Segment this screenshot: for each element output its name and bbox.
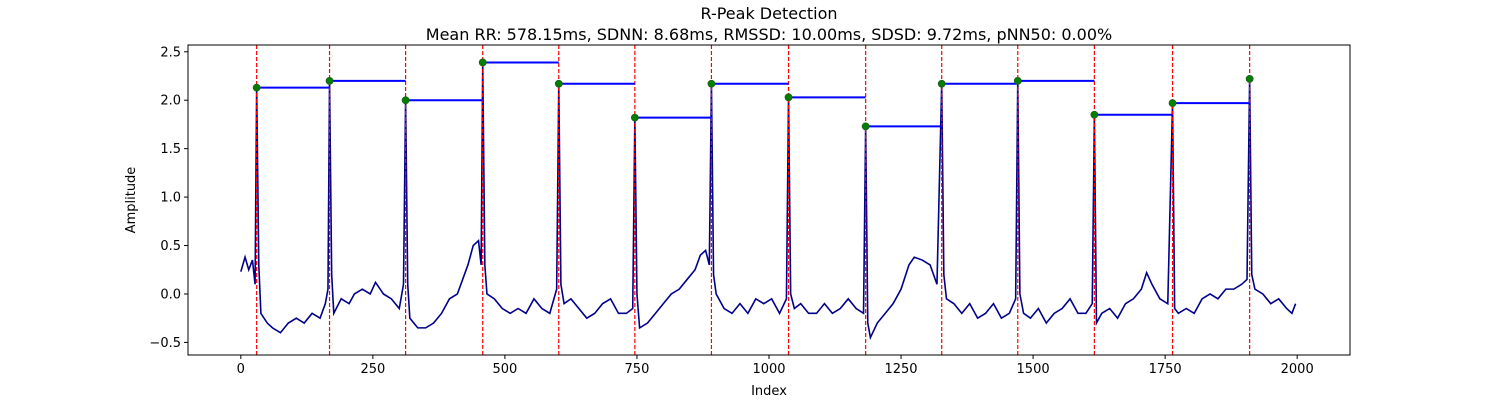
chart-subtitle: Mean RR: 578.15ms, SDNN: 8.68ms, RMSSD: …: [426, 25, 1112, 44]
r-peak: [252, 83, 261, 92]
r-peak: [1168, 99, 1177, 108]
y-tick-label: 0.0: [160, 287, 181, 302]
r-peak: [478, 58, 487, 67]
r-peak: [325, 76, 334, 85]
r-peak: [937, 79, 946, 88]
x-tick-label: 2000: [1281, 362, 1314, 377]
x-tick-label: 0: [237, 362, 245, 377]
r-peak: [1090, 110, 1099, 119]
y-tick-label: 1.5: [160, 142, 181, 157]
x-tick-label: 500: [492, 362, 517, 377]
r-peak: [707, 79, 716, 88]
r-peak: [554, 79, 563, 88]
ecg-signal: [240, 62, 1297, 341]
x-tick-label: 1500: [1017, 362, 1050, 377]
y-tick-label: 2.5: [160, 45, 181, 60]
chart-title: R-Peak Detection: [700, 4, 837, 23]
y-tick-label: 1.0: [160, 191, 181, 206]
x-tick-label: 250: [360, 362, 385, 377]
r-peak: [1245, 75, 1254, 83]
x-tick-label: 1250: [884, 362, 917, 377]
y-axis-label: Amplitude: [124, 167, 139, 234]
x-tick-label: 750: [625, 362, 650, 377]
r-peak: [861, 122, 870, 131]
x-tick-label: 1750: [1149, 362, 1182, 377]
plot-frame: [187, 44, 1351, 356]
r-peak: [630, 113, 639, 122]
y-tick-label: 2.0: [160, 94, 181, 109]
r-peak: [1013, 76, 1022, 85]
y-tick-label: 0.5: [160, 239, 181, 254]
y-tick-label: −0.5: [149, 336, 181, 351]
x-axis-label: Index: [751, 384, 787, 399]
r-peak: [401, 96, 410, 105]
r-peak: [784, 93, 793, 102]
x-tick-label: 1000: [752, 362, 785, 377]
